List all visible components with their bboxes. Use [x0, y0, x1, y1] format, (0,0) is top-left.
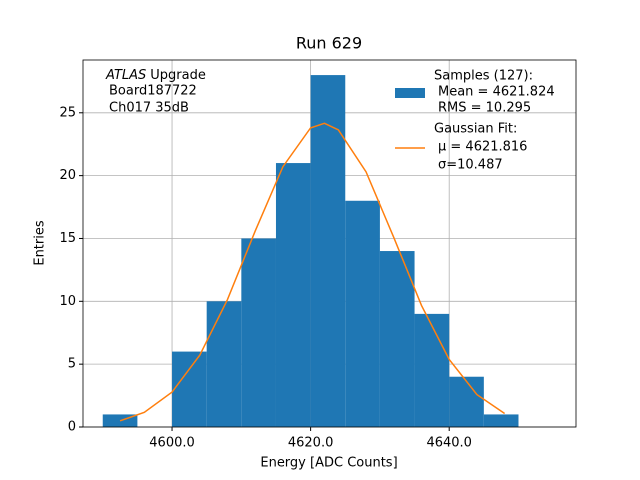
annotation: Board187722: [109, 84, 197, 99]
fit-line: [119, 122, 506, 422]
plot-frame: [82, 59, 577, 428]
legend-label: Samples (127):: [434, 69, 533, 84]
y-axis-label: Entries: [33, 220, 48, 266]
bar: [275, 163, 311, 427]
legend-swatch: [395, 88, 425, 98]
y-tick-label: 20: [59, 168, 76, 183]
x-tick-label: 4600.0: [149, 436, 195, 451]
bar: [206, 301, 242, 427]
chart-title: Run 629: [296, 34, 362, 53]
y-tick-label: 0: [68, 420, 76, 435]
bar: [414, 313, 450, 427]
legend-label: RMS = 10.295: [438, 101, 531, 116]
bar: [449, 376, 484, 427]
y-tick-label: 5: [68, 357, 76, 372]
legend-label: Mean = 4621.824: [438, 85, 555, 100]
y-tick-label: 15: [59, 231, 76, 246]
bar: [310, 75, 346, 428]
x-tick-label: 4620.0: [288, 436, 334, 451]
bar: [241, 238, 276, 427]
annotation-text: Upgrade: [150, 68, 206, 83]
legend-label: σ=10.487: [438, 158, 503, 173]
x-axis-label: Energy [ADC Counts]: [260, 456, 397, 471]
x-tick-label: 4640.0: [426, 436, 472, 451]
bar: [172, 351, 207, 427]
annotation: Ch017 35dB: [109, 101, 189, 116]
bar: [379, 251, 415, 427]
legend-label: Gaussian Fit:: [434, 122, 517, 137]
y-tick-label: 10: [59, 294, 76, 309]
bar: [345, 200, 380, 427]
bar: [483, 414, 519, 427]
annotation-italic: ATLAS: [105, 68, 146, 83]
legend-label: μ = 4621.816: [438, 140, 527, 155]
annotation: ATLAS Upgrade: [105, 68, 206, 83]
y-tick-label: 25: [59, 105, 76, 120]
